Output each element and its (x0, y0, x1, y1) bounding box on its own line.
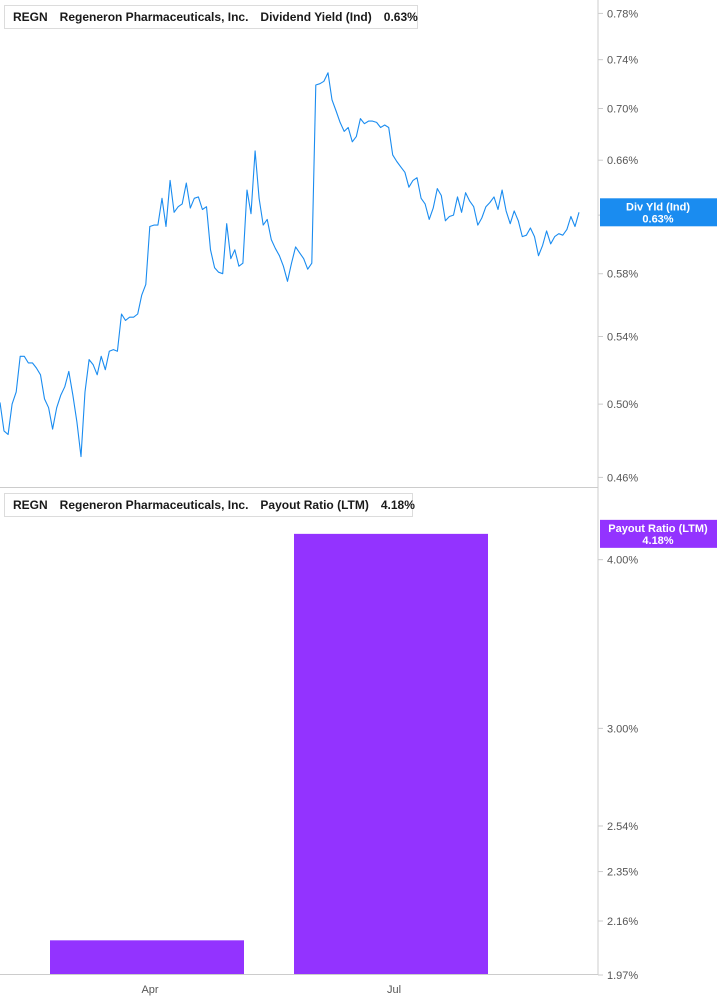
legend-metric: Payout Ratio (LTM) (260, 498, 369, 512)
x-tick-label: Jul (387, 984, 401, 996)
legend-company: Regeneron Pharmaceuticals, Inc. (59, 498, 249, 512)
yield-end-label-title: Div Yld (Ind) (626, 201, 690, 213)
payout-end-label-title: Payout Ratio (LTM) (608, 523, 708, 535)
yield-tick-label: 0.58% (607, 269, 638, 281)
legend-value: 0.63% (383, 10, 418, 24)
x-tick-label: Apr (141, 984, 158, 996)
payout-tick-label: 3.00% (607, 723, 638, 735)
legend-value: 4.18% (380, 498, 415, 512)
yield-tick-label: 0.50% (607, 399, 638, 411)
payout-tick-label: 4.00% (607, 555, 638, 567)
yield-tick-label: 0.74% (607, 55, 638, 67)
legend-dividend-yield: REGN Regeneron Pharmaceuticals, Inc. Div… (4, 5, 418, 29)
yield-tick-label: 0.70% (607, 103, 638, 115)
yield-tick-label: 0.46% (607, 472, 638, 484)
payout-end-label-value: 4.18% (642, 535, 673, 547)
legend-metric: Dividend Yield (Ind) (260, 10, 372, 24)
dividend-yield-panel: 0.78%0.74%0.70%0.66%0.62%0.58%0.54%0.50%… (0, 8, 717, 484)
payout-tick-label: 2.16% (607, 916, 638, 928)
legend-payout-ratio: REGN Regeneron Pharmaceuticals, Inc. Pay… (4, 493, 415, 517)
payout-tick-label: 2.54% (607, 821, 638, 833)
payout-tick-label: 2.35% (607, 867, 638, 879)
legend-company: Regeneron Pharmaceuticals, Inc. (59, 10, 249, 24)
yield-end-label-box (600, 198, 717, 227)
legend-ticker: REGN (13, 10, 48, 24)
yield-tick-label: 0.54% (607, 332, 638, 344)
payout-tick-label: 1.97% (607, 970, 638, 982)
dividend-yield-line (0, 72, 580, 458)
yield-tick-label: 0.78% (607, 8, 638, 20)
yield-tick-label: 0.66% (607, 155, 638, 167)
yield-end-label-value: 0.63% (642, 213, 673, 225)
payout-ratio-panel: 4.00% 3.00% 2.54% 2.35% 2.16% 1.97% Apr Jul Payo… (50, 519, 717, 996)
payout-end-label-box (600, 519, 717, 548)
payout-bar-jul (294, 533, 488, 975)
payout-bar-apr (50, 940, 244, 975)
legend-ticker: REGN (13, 498, 48, 512)
